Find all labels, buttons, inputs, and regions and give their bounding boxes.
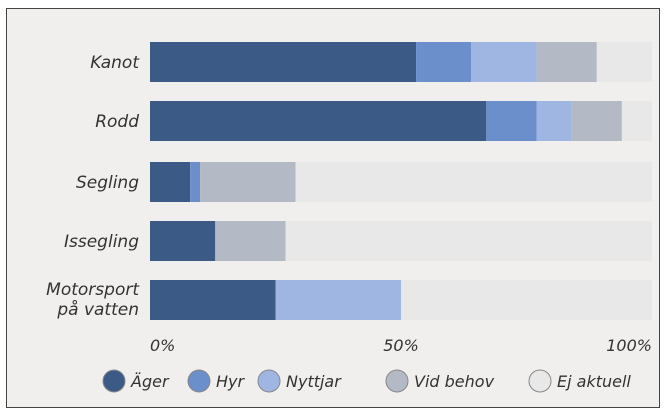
legend-swatch	[187, 369, 211, 393]
bar-segment-rodd-0	[150, 101, 487, 141]
bar-segment-rodd-1	[486, 101, 537, 141]
legend-label: Äger	[130, 372, 170, 391]
bar-segment-segling-3	[200, 162, 296, 202]
bar-segment-issegling-4	[285, 221, 652, 261]
category-label: Kanot	[90, 53, 140, 73]
bars-group	[150, 42, 652, 320]
legend: Äger Hyr Nyttjar Vid behov Ej aktuell	[102, 369, 631, 393]
bar-segment-segling-0	[150, 162, 191, 202]
x-tick-label: 100%	[606, 336, 652, 355]
legend-swatch	[102, 369, 126, 393]
bar-segment-rodd-4	[621, 101, 652, 141]
category-label: Issegling	[64, 232, 139, 252]
category-label: Rodd	[95, 112, 139, 132]
legend-swatch	[528, 369, 552, 393]
bar-segment-issegling-0	[150, 221, 216, 261]
bar-segment-segling-4	[295, 162, 652, 202]
bar-segment-kanot-0	[150, 42, 417, 82]
legend-swatch	[257, 369, 281, 393]
x-tick-labels: 0% 50% 100%	[150, 336, 652, 355]
legend-label: Hyr	[216, 372, 246, 391]
legend-swatch	[385, 369, 409, 393]
bar-segment-rodd-2	[536, 101, 572, 141]
category-labels: Kanot Rodd Segling Issegling Motorsport på va…	[46, 53, 140, 320]
legend-label: Nyttjar	[286, 372, 342, 391]
x-tick-label: 0%	[150, 336, 175, 355]
bar-segment-motorsport-på-vatten-0	[150, 280, 276, 320]
bar-segment-motorsport-på-vatten-4	[401, 280, 652, 320]
bar-segment-segling-1	[190, 162, 201, 202]
bar-segment-rodd-3	[571, 101, 622, 141]
legend-label: Vid behov	[414, 372, 495, 391]
bar-segment-kanot-1	[416, 42, 472, 82]
bar-segment-issegling-3	[215, 221, 286, 261]
legend-label: Ej aktuell	[557, 372, 631, 391]
category-label: Segling	[76, 173, 139, 193]
bar-segment-kanot-2	[471, 42, 537, 82]
category-label: Motorsport på vatten	[46, 280, 140, 320]
bar-segment-kanot-4	[596, 42, 652, 82]
bar-segment-kanot-3	[536, 42, 597, 82]
bar-segment-motorsport-på-vatten-2	[275, 280, 401, 320]
x-tick-label: 50%	[383, 336, 419, 355]
